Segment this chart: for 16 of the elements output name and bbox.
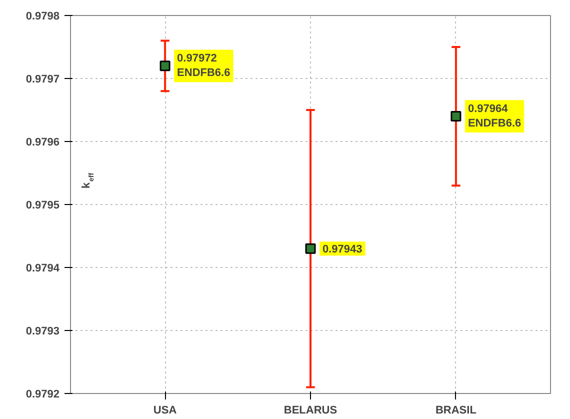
x-tick-label: BRASIL [435,404,477,416]
x-tick-label: BELARUS [284,404,338,416]
y-tick-label: 0.9792 [26,388,60,400]
y-tick-label: 0.9793 [26,326,60,338]
point [305,243,316,254]
data-label: 0.97972 ENDFB6.6 [177,52,230,80]
data-label: 0.97964 ENDFB6.6 [468,103,522,130]
point [450,111,462,122]
y-tick-label: 0.9798 [26,10,60,22]
y-tick-label: 0.9796 [26,136,60,148]
x-tick-label: USA [153,404,177,416]
y-tick-label: 0.9797 [26,74,60,86]
y-tick-label: 0.9794 [26,262,60,274]
data-label: 0.97943 [322,244,362,256]
point [160,60,170,72]
y-tick-label: 0.9795 [26,200,60,212]
